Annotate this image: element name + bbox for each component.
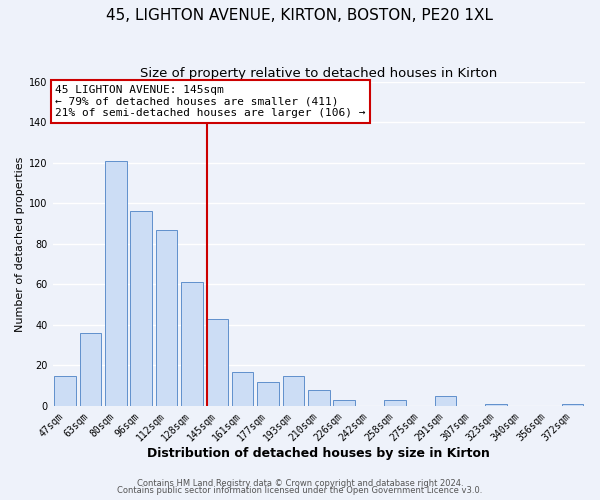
Bar — [308, 390, 329, 406]
Bar — [130, 212, 152, 406]
Bar — [283, 376, 304, 406]
Bar — [232, 372, 253, 406]
X-axis label: Distribution of detached houses by size in Kirton: Distribution of detached houses by size … — [148, 447, 490, 460]
Bar — [257, 382, 279, 406]
Bar — [435, 396, 457, 406]
Bar — [105, 160, 127, 406]
Text: 45 LIGHTON AVENUE: 145sqm
← 79% of detached houses are smaller (411)
21% of semi: 45 LIGHTON AVENUE: 145sqm ← 79% of detac… — [55, 85, 365, 118]
Text: 45, LIGHTON AVENUE, KIRTON, BOSTON, PE20 1XL: 45, LIGHTON AVENUE, KIRTON, BOSTON, PE20… — [107, 8, 493, 22]
Bar — [206, 319, 228, 406]
Bar — [55, 376, 76, 406]
Y-axis label: Number of detached properties: Number of detached properties — [15, 156, 25, 332]
Title: Size of property relative to detached houses in Kirton: Size of property relative to detached ho… — [140, 68, 497, 80]
Text: Contains HM Land Registry data © Crown copyright and database right 2024.: Contains HM Land Registry data © Crown c… — [137, 478, 463, 488]
Bar — [562, 404, 583, 406]
Bar — [384, 400, 406, 406]
Bar — [334, 400, 355, 406]
Bar — [80, 333, 101, 406]
Text: Contains public sector information licensed under the Open Government Licence v3: Contains public sector information licen… — [118, 486, 482, 495]
Bar — [156, 230, 178, 406]
Bar — [181, 282, 203, 406]
Bar — [485, 404, 507, 406]
